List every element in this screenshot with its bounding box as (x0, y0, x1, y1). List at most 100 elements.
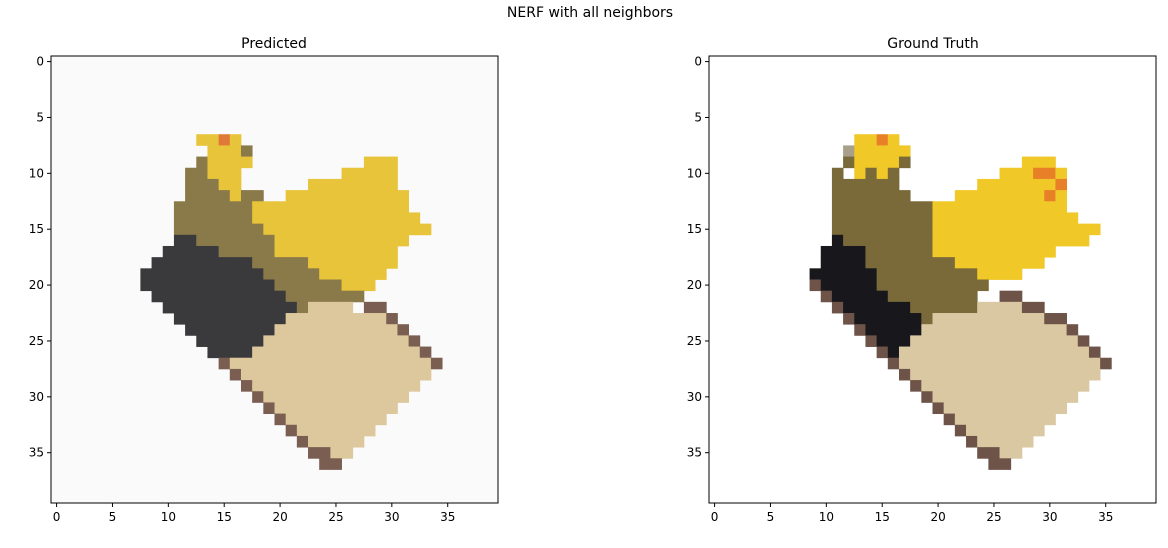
predicted-pixel (308, 313, 320, 325)
predicted-pixel (330, 257, 342, 269)
predicted-frame (50, 55, 499, 504)
ground-truth-pixel (932, 234, 945, 247)
predicted-pixel (408, 346, 421, 359)
predicted-pixel (375, 324, 387, 336)
ground-truth-pixel (1077, 223, 1090, 236)
ground-truth-pixel (954, 424, 967, 437)
predicted-pixel (319, 335, 331, 347)
predicted-pixel (296, 201, 309, 213)
predicted-pixel (196, 223, 208, 236)
predicted-x-tick-label: 30 (384, 510, 399, 524)
ground-truth-pixel (932, 391, 945, 403)
ground-truth-pixel (865, 324, 878, 336)
ground-truth-pixel (977, 357, 989, 370)
ground-truth-pixel (1077, 380, 1090, 392)
ground-truth-pixel (1066, 234, 1079, 247)
predicted-pixel (274, 313, 287, 325)
predicted-pixel (375, 212, 387, 225)
ground-truth-pixel (843, 234, 855, 247)
ground-truth-pixel (876, 279, 889, 292)
ground-truth-pixel (865, 201, 878, 213)
ground-truth-pixel (943, 368, 956, 381)
predicted-pixel (341, 178, 354, 191)
panel-predicted: Predicted 0 5 10 15 20 25 30 35 0 5 10 15 20 25 30 35 (29, 36, 499, 524)
ground-truth-pixel (999, 424, 1012, 437)
ground-truth-pixel (898, 190, 911, 202)
ground-truth-pixel (898, 268, 911, 280)
ground-truth-pixel (954, 380, 967, 392)
predicted-pixel (263, 268, 275, 280)
predicted-pixel (308, 435, 320, 448)
figure-title: NERF with all neighbors (507, 5, 673, 21)
ground-truth-pixel (966, 190, 978, 202)
ground-truth-pixel (898, 335, 911, 347)
ground-truth-pixel (1021, 212, 1034, 225)
ground-truth-pixel (887, 301, 900, 314)
predicted-pixel (162, 279, 175, 292)
predicted-pixel (274, 245, 287, 258)
ground-truth-pixel (1021, 368, 1034, 381)
predicted-pixel (274, 301, 287, 314)
predicted-pixel (218, 212, 231, 225)
ground-truth-pixel (1077, 234, 1090, 247)
ground-truth-pixel (865, 245, 878, 258)
ground-truth-pixel (854, 145, 866, 157)
predicted-pixel (218, 357, 231, 370)
ground-truth-pixel (988, 324, 1000, 336)
predicted-pixel (363, 167, 376, 180)
predicted-pixel (207, 301, 220, 314)
predicted-pixel (252, 301, 264, 314)
ground-truth-pixel (954, 268, 967, 280)
predicted-pixel (330, 279, 342, 292)
ground-truth-pixel (1077, 335, 1090, 347)
ground-truth-pixel (943, 290, 956, 303)
ground-truth-pixel (943, 279, 956, 292)
ground-truth-pixel (921, 324, 933, 336)
predicted-pixel (419, 346, 432, 359)
ground-truth-y-tick-label: 5 (694, 110, 702, 124)
predicted-pixel (363, 402, 376, 415)
predicted-pixel (319, 290, 331, 303)
ground-truth-pixel (932, 212, 945, 225)
ground-truth-pixel (977, 190, 989, 202)
ground-truth-pixel (854, 156, 866, 169)
ground-truth-pixel (988, 301, 1000, 314)
predicted-pixel (386, 190, 398, 202)
ground-truth-pixel (921, 268, 933, 280)
ground-truth-pixel (1033, 201, 1045, 213)
predicted-pixel (263, 335, 275, 347)
predicted-x-tick-label: 35 (440, 510, 455, 524)
ground-truth-pixel (876, 290, 889, 303)
ground-truth-pixel (943, 413, 956, 426)
predicted-pixel (296, 257, 309, 269)
ground-truth-pixel (1033, 424, 1045, 437)
predicted-pixel (319, 380, 331, 392)
predicted-pixel (296, 234, 309, 247)
predicted-pixel (229, 156, 242, 169)
ground-truth-pixel (954, 290, 967, 303)
predicted-pixel (263, 245, 275, 258)
predicted-pixel (196, 178, 208, 191)
predicted-pixel (196, 167, 208, 180)
predicted-pixel (240, 324, 253, 336)
predicted-pixel (330, 190, 342, 202)
ground-truth-pixel (966, 435, 978, 448)
predicted-pixel (207, 257, 220, 269)
predicted-pixel (218, 234, 231, 247)
ground-truth-y-tick-label: 10 (687, 166, 702, 180)
predicted-pixel (196, 134, 208, 146)
ground-truth-pixel (977, 178, 989, 191)
predicted-pixel (363, 391, 376, 403)
predicted-pixel (240, 268, 253, 280)
predicted-pixel (229, 290, 242, 303)
ground-truth-pixel (1010, 167, 1023, 180)
ground-truth-pixel (843, 245, 855, 258)
predicted-pixel (240, 380, 253, 392)
ground-truth-pixel (1055, 313, 1067, 325)
predicted-pixel (229, 357, 242, 370)
ground-truth-pixel (1055, 212, 1067, 225)
predicted-pixel (218, 223, 231, 236)
ground-truth-pixel (943, 268, 956, 280)
ground-truth-pixel (954, 212, 967, 225)
predicted-pixel (341, 424, 354, 437)
